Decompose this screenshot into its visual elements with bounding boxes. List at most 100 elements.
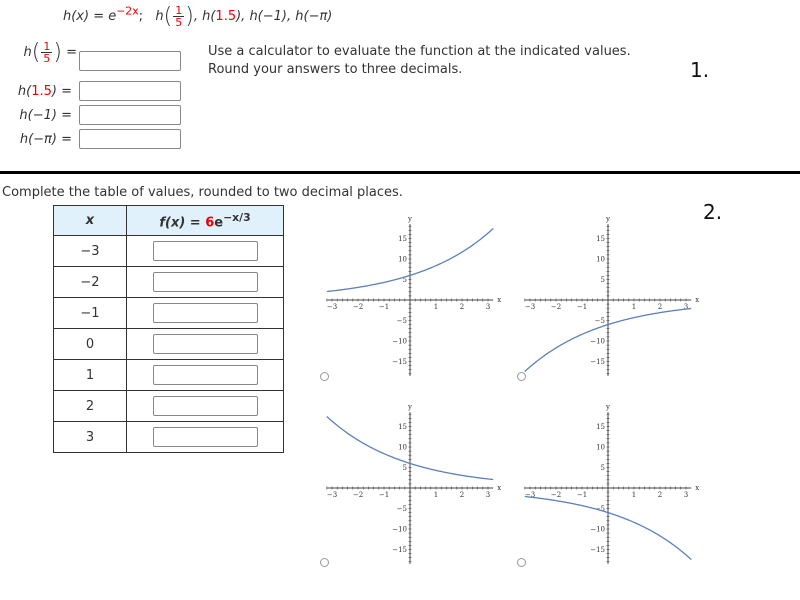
value-cell [126, 297, 284, 329]
y-tick-label: 10 [596, 256, 605, 264]
x-axis-label: x [497, 484, 501, 492]
h-neg1-input[interactable] [79, 105, 181, 125]
field-label-h-1.5: h(1.5) = [12, 84, 72, 99]
y-tick-label: 5 [403, 276, 407, 284]
value-input[interactable] [152, 241, 258, 261]
h-one-fifth-input[interactable] [79, 51, 181, 71]
graph-option-radio-1[interactable] [320, 372, 329, 381]
y-axis-label: y [407, 403, 412, 411]
value-cell [126, 235, 284, 267]
frac-num: 1 [173, 4, 185, 17]
graph-curve [524, 307, 692, 372]
x-tick-label: 3 [486, 491, 490, 499]
y-tick-label: −15 [392, 546, 407, 554]
value-input[interactable] [152, 334, 258, 354]
equals: = [61, 108, 72, 123]
x-tick-label: −1 [577, 491, 587, 499]
graph-option-radio-4[interactable] [517, 558, 526, 567]
label-value: 1.5 [31, 84, 52, 99]
label-text: h(−1) [19, 108, 57, 123]
point-value: 1.5 [215, 9, 237, 24]
x-cell: 1 [53, 359, 127, 391]
x-tick-label: −3 [327, 303, 337, 311]
value-cell [126, 359, 284, 391]
y-tick-label: 5 [601, 276, 605, 284]
y-tick-label: 10 [398, 256, 407, 264]
y-tick-label: −5 [595, 317, 605, 325]
x-tick-label: −1 [379, 303, 389, 311]
x-axis-label: x [497, 296, 501, 304]
y-axis-label: y [605, 403, 610, 411]
y-tick-label: 15 [596, 423, 605, 431]
value-input[interactable] [152, 365, 258, 385]
y-tick-label: −15 [590, 546, 605, 554]
value-input[interactable] [152, 396, 258, 416]
label-post: ) [51, 84, 57, 99]
f-exponent: −x/3 [223, 210, 251, 224]
value-input[interactable] [152, 303, 258, 323]
table-row: 2 [53, 390, 284, 422]
separator: ; [138, 9, 143, 24]
frac-den: 5 [175, 16, 183, 29]
equals: = [61, 84, 72, 99]
x-tick-label: 2 [658, 303, 662, 311]
x-cell: −1 [53, 297, 127, 329]
value-cell [126, 421, 284, 453]
x-tick-label: 2 [460, 491, 464, 499]
x-cell: −2 [53, 266, 127, 298]
x-tick-label: 2 [460, 303, 464, 311]
field-label-h-neg1: h(−1) = [12, 108, 72, 123]
graph-option-radio-3[interactable] [320, 558, 329, 567]
x-tick-label: −3 [327, 491, 337, 499]
x-tick-label: 1 [632, 303, 636, 311]
y-tick-label: 15 [596, 235, 605, 243]
function-definition: h(x) = e−2x; h(1 5), h(1.5), h(−1), h(−π) [63, 4, 333, 29]
values-table: x f(x) = 6e−x/3 −3 −2 −1 0 1 2 3 [53, 205, 284, 453]
field-label-h-negpi: h(−π) = [12, 132, 72, 147]
y-tick-label: −15 [590, 358, 605, 366]
frac-den: 5 [43, 52, 51, 65]
equals: = [66, 45, 77, 60]
problem-number: 2. [703, 200, 723, 224]
y-tick-label: −5 [397, 505, 407, 513]
value-input[interactable] [152, 427, 258, 447]
table-row: −1 [53, 297, 284, 329]
value-cell [126, 266, 284, 298]
x-tick-label: 3 [684, 491, 688, 499]
instructions: Use a calculator to evaluate the functio… [208, 43, 631, 79]
value-input[interactable] [152, 272, 258, 292]
x-tick-label: −2 [551, 491, 561, 499]
h-negpi-input[interactable] [79, 129, 181, 149]
x-tick-label: 1 [434, 491, 438, 499]
divider [0, 171, 800, 174]
h-label: h [155, 9, 164, 24]
y-tick-label: 5 [403, 464, 407, 472]
graph-curve [326, 228, 494, 293]
x-cell: −3 [53, 235, 127, 267]
table-row: −2 [53, 266, 284, 298]
table-row: 0 [53, 328, 284, 360]
graph-option-radio-2[interactable] [517, 372, 526, 381]
x-axis-label: x [695, 484, 699, 492]
graph-curve [524, 495, 692, 560]
y-tick-label: 10 [398, 444, 407, 452]
value-cell [126, 390, 284, 422]
x-tick-label: −3 [525, 303, 535, 311]
table-row: −3 [53, 235, 284, 267]
y-tick-label: −15 [392, 358, 407, 366]
y-tick-label: −10 [590, 526, 605, 534]
h-1.5-input[interactable] [79, 81, 181, 101]
graph-curve [326, 416, 494, 481]
x-tick-label: −3 [525, 491, 535, 499]
instruction-line: Use a calculator to evaluate the functio… [208, 44, 631, 59]
x-tick-label: −2 [353, 491, 363, 499]
y-tick-label: −10 [392, 338, 407, 346]
x-tick-label: 1 [434, 303, 438, 311]
y-tick-label: 15 [398, 235, 407, 243]
value-cell [126, 328, 284, 360]
x-tick-label: 3 [486, 303, 490, 311]
y-axis-label: y [605, 215, 610, 223]
label-pre: h( [17, 84, 32, 99]
points-text-rest: ), h(−1), h(−π) [236, 9, 333, 24]
